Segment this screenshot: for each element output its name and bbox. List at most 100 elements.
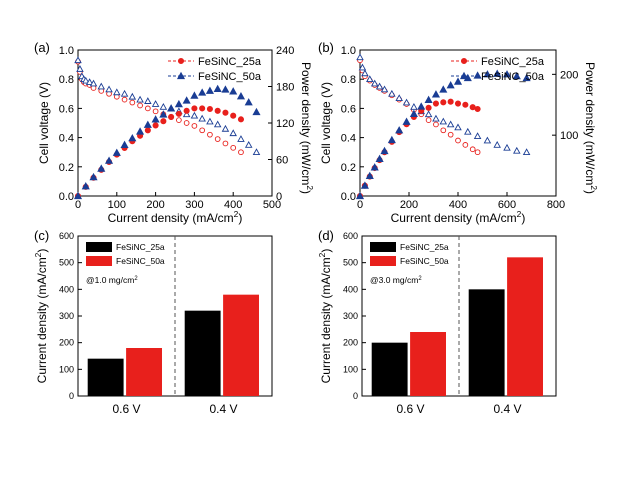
data-point [358,63,367,71]
data-point [151,115,160,123]
data-point [191,123,198,129]
data-point [513,146,521,154]
y2-axis-title: Power density (mW/cm2) [299,62,315,194]
data-point [137,102,143,109]
loading-annotation: @1.0 mg/cm2 [86,275,138,285]
y-tick-label: 300 [343,311,358,321]
series-power-FeSiNC_50a [73,84,261,200]
legend-label: FeSiNC_25a [116,242,165,252]
data-point [81,182,90,190]
data-point [440,99,447,106]
data-point [198,88,207,96]
data-point [221,124,230,132]
data-point [244,140,253,148]
x-axis-title: Current density (mA/cm2) [108,209,243,225]
data-point [474,149,481,156]
y2-tick-label: 180 [276,82,294,94]
y2-tick-label: 240 [276,45,294,57]
data-point [395,126,404,134]
panel-label-d: (d) [318,228,334,243]
data-point [387,135,396,144]
x-category-label: 0.6 V [396,402,424,416]
y-tick-label: 100 [343,364,358,374]
data-point [388,89,396,97]
x-tick-label: 400 [224,199,242,211]
y-tick-label: 1.0 [341,45,356,57]
y-tick-label: 500 [343,258,358,268]
data-point [417,102,426,110]
data-point [425,117,432,123]
data-point [221,85,230,93]
data-point [455,137,461,144]
x-tick-label: 0 [357,199,363,211]
data-point [380,146,389,155]
data-point [410,103,418,110]
data-point [222,140,229,147]
y-tick-label: 1.0 [59,45,74,57]
data-point [229,129,237,137]
data-point [174,99,183,108]
y-tick-label: 0.0 [341,191,356,203]
data-point [81,76,90,84]
data-point [446,120,455,128]
data-point [85,78,94,85]
data-point [493,140,501,148]
legend-label: FeSiNC_25a [198,56,262,68]
chart-a: 0 100 200 300 400 500 0.0 0.2 0.4 0.6 0.8 1.0 0 60 120… [37,45,315,225]
legend-label: FeSiNC_50a [400,256,449,266]
data-point [522,73,531,82]
data-point [473,132,482,139]
data-point [502,70,512,78]
data-point [230,112,237,119]
data-point [205,86,214,94]
data-point [252,148,261,156]
data-point [447,131,454,138]
bar-FeSiNC_50a-1 [507,257,543,396]
data-point [207,131,213,138]
data-point [136,127,145,135]
data-point [222,109,229,116]
data-point [424,110,433,118]
bar-FeSiNC_25a-0 [87,358,124,396]
legend-swatch [86,256,112,266]
data-point [395,94,403,102]
data-point [469,146,476,153]
legend-marker [459,71,469,80]
data-point [469,104,476,111]
data-point [213,84,222,93]
data-point [252,107,261,116]
data-point [522,148,531,156]
legend-marker [460,57,468,65]
chart-c: 0 100 200 300 400 500 600 0.6 V 0.4 V Current den… [33,231,273,416]
data-point [453,77,463,85]
data-point [214,107,221,114]
data-point [464,127,472,135]
chart-d: 0 100 200 300 400 500 600 0.6 V 0.4 V Current den… [317,231,557,416]
legend-label: FeSiNC_50a [481,71,545,83]
data-point [143,120,152,128]
data-point [89,79,98,87]
series-voltage-FeSiNC_50a [74,56,261,156]
y-tick-label: 0.2 [341,162,356,174]
bar-FeSiNC_25a-0 [371,342,408,396]
data-point [105,85,113,93]
data-point [447,98,454,105]
x-tick-label: 200 [146,199,164,211]
data-point [360,181,369,189]
data-point [229,87,238,95]
data-point [214,136,221,142]
x-tick-label: 300 [185,199,203,211]
data-point [375,154,384,162]
data-point [144,127,151,134]
data-point [152,108,159,115]
data-point [151,100,160,107]
panel-label-c: (c) [34,228,49,243]
data-point [236,92,246,100]
data-point [462,101,469,108]
data-point [76,65,84,72]
data-point [120,140,129,148]
data-point [159,110,168,118]
y-tick-label: 0.0 [59,191,74,203]
data-point [370,163,379,171]
